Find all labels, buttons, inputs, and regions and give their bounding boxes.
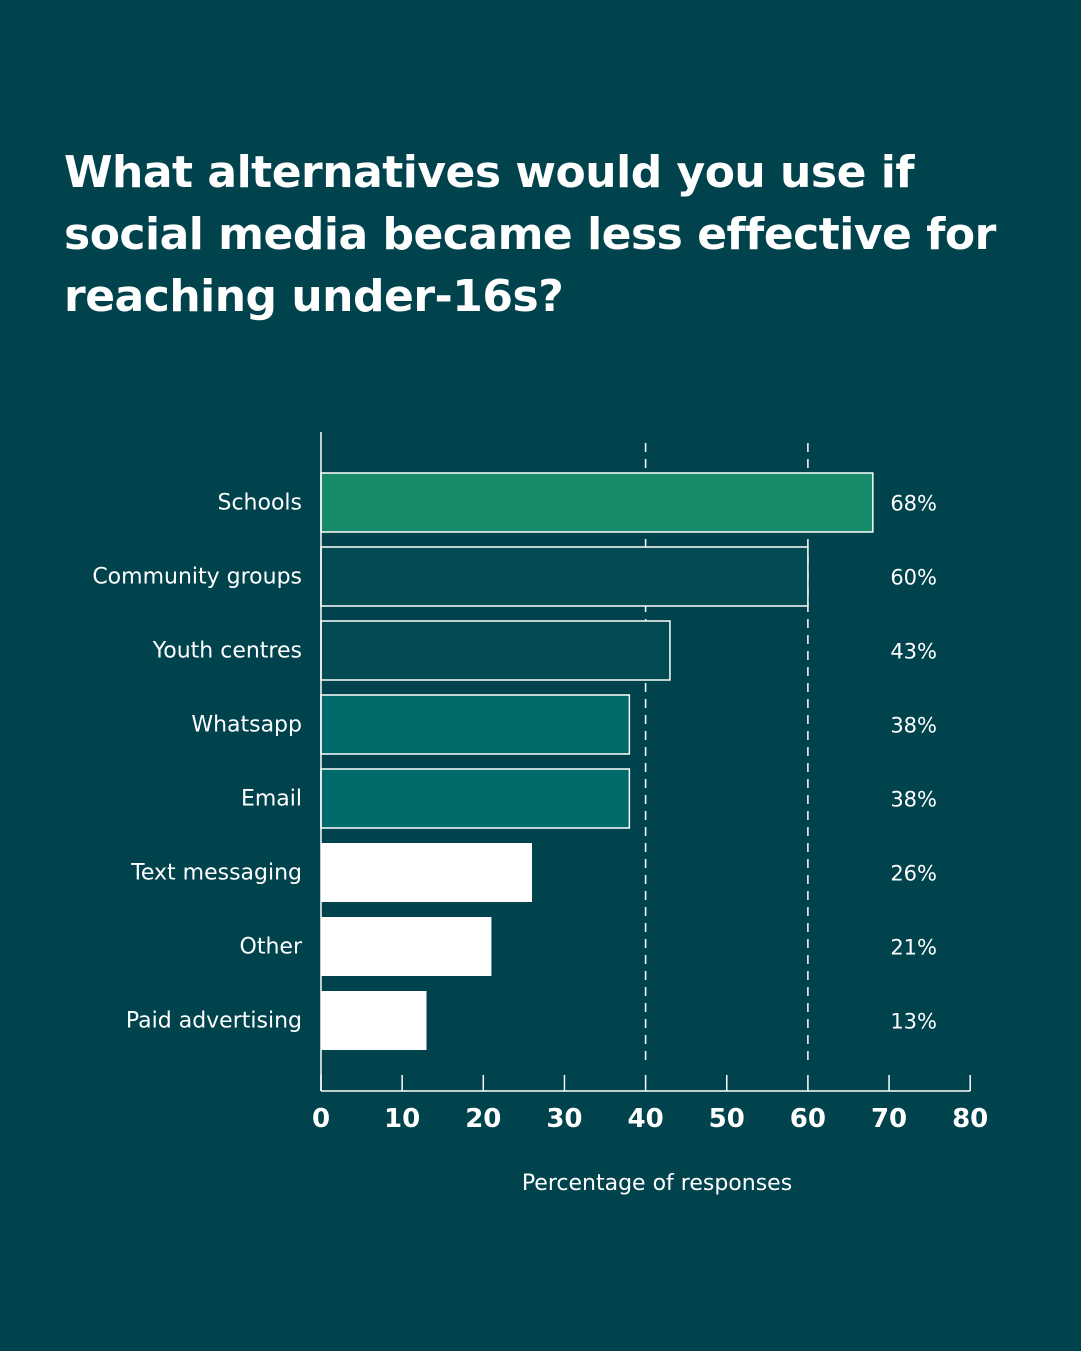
category-labels: Schools Community groups Youth centres What… xyxy=(92,491,303,1034)
bars xyxy=(320,472,874,1050)
bar-youth-centres xyxy=(320,620,671,681)
value-label: 60% xyxy=(890,566,937,590)
category-label: Whatsapp xyxy=(191,713,302,738)
value-label: 68% xyxy=(890,492,937,516)
x-tick-label: 10 xyxy=(384,1104,420,1134)
x-tick-label: 20 xyxy=(465,1104,501,1134)
bar-schools xyxy=(320,472,874,533)
category-label: Other xyxy=(240,935,303,960)
x-tick-label: 50 xyxy=(709,1104,745,1134)
x-axis-title: Percentage of responses xyxy=(522,1171,792,1196)
bar-text-messaging xyxy=(321,843,532,902)
bar-community-groups xyxy=(320,546,809,607)
bar-email xyxy=(320,768,631,829)
axes: 0 10 20 30 40 50 60 70 80 xyxy=(312,432,988,1134)
category-label: Community groups xyxy=(92,565,302,590)
x-tick-label: 60 xyxy=(790,1104,826,1134)
bar-whatsapp xyxy=(320,694,631,755)
category-label: Text messaging xyxy=(130,861,302,886)
value-labels: 68% 60% 43% 38% 38% 26% 21% 13% xyxy=(890,492,937,1034)
x-tick-label: 40 xyxy=(628,1104,664,1134)
category-label: Paid advertising xyxy=(126,1009,302,1034)
chart-title: What alternatives would you use if socia… xyxy=(64,147,996,322)
bar-paid-advertising xyxy=(321,991,427,1050)
value-label: 21% xyxy=(890,936,937,960)
x-tick-label: 0 xyxy=(312,1104,330,1134)
value-label: 38% xyxy=(890,788,937,812)
value-label: 43% xyxy=(890,640,937,664)
value-label: 38% xyxy=(890,714,937,738)
x-tick-label: 30 xyxy=(546,1104,582,1134)
category-label: Email xyxy=(241,787,302,812)
value-label: 13% xyxy=(890,1010,937,1034)
category-label: Schools xyxy=(218,491,303,516)
x-tick-label: 80 xyxy=(952,1104,988,1134)
reference-lines xyxy=(644,443,809,1061)
x-tick-label: 70 xyxy=(871,1104,907,1134)
bar-other xyxy=(321,917,492,976)
category-label: Youth centres xyxy=(152,639,302,664)
value-label: 26% xyxy=(890,862,937,886)
